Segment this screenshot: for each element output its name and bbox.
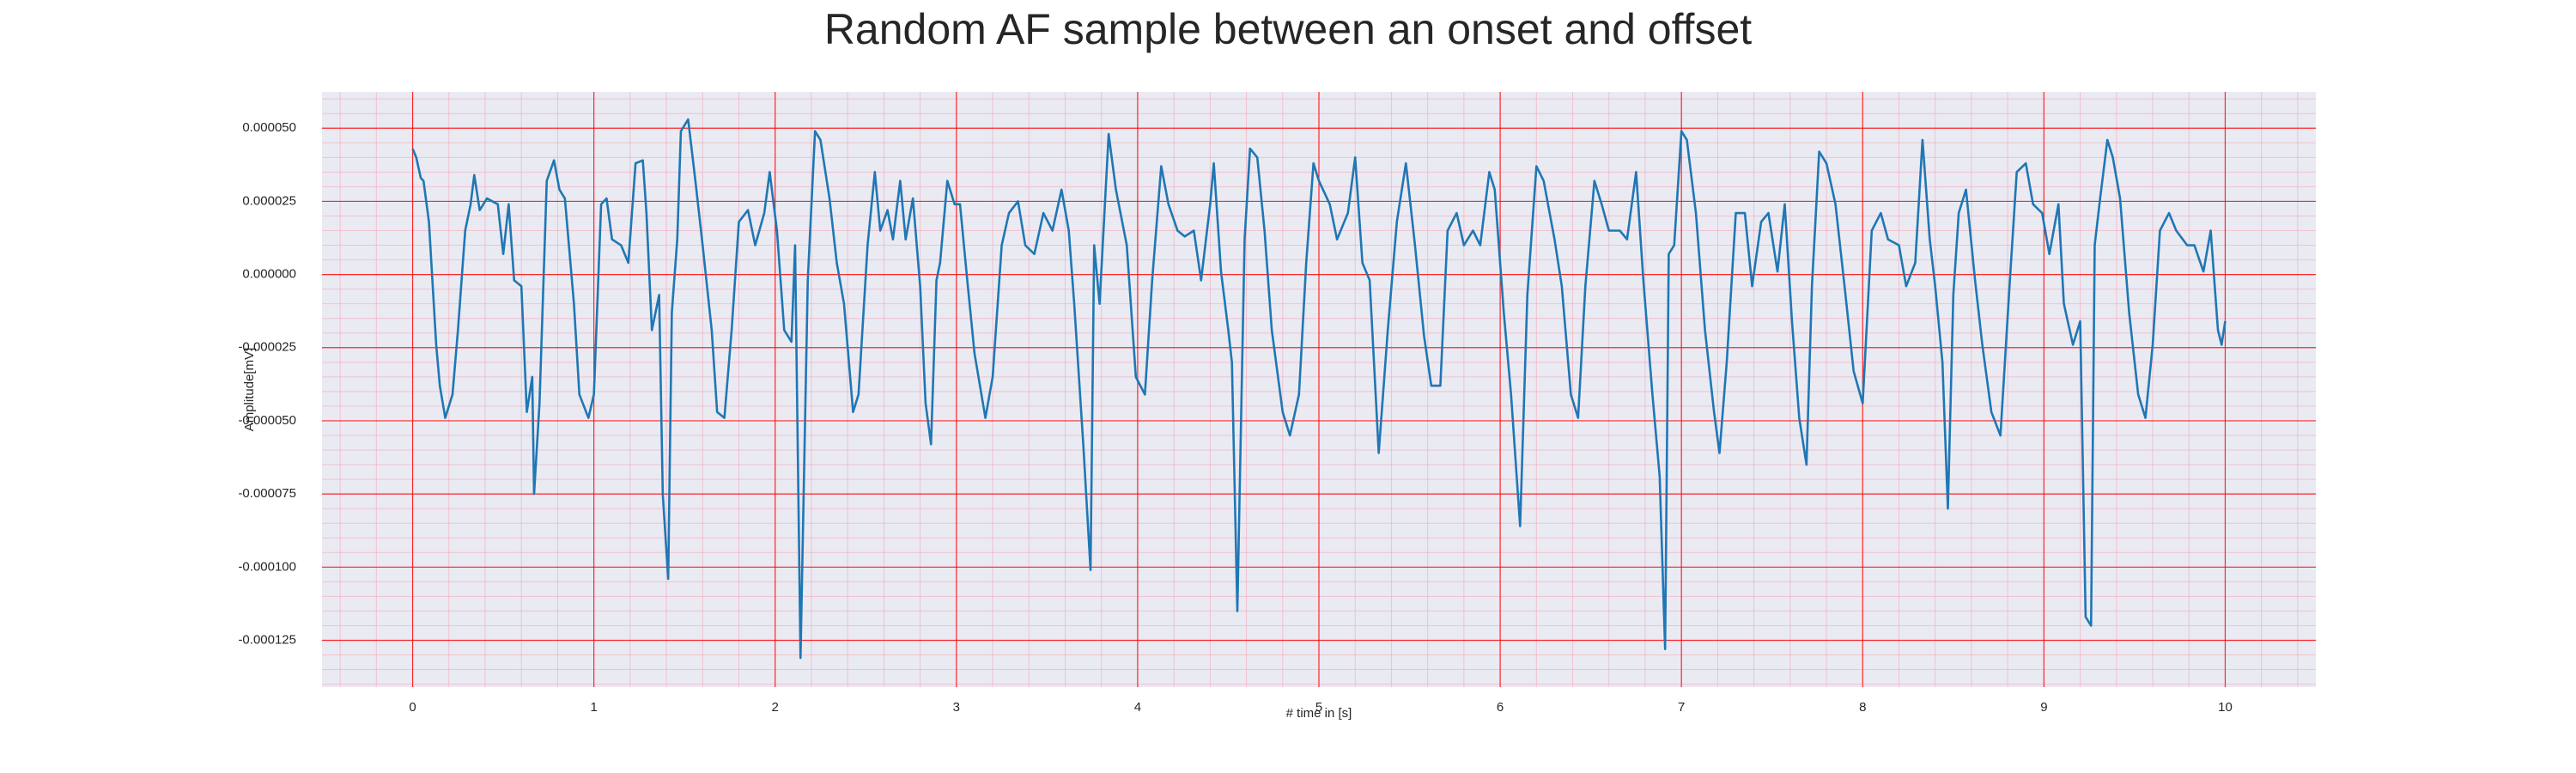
y-tick-label: -0.000125 [238,632,296,647]
x-tick-label: 1 [590,700,597,715]
y-tick-label: 0.000025 [242,193,296,208]
y-tick-label: -0.000075 [238,486,296,501]
y-tick-label: -0.000050 [238,413,296,428]
x-axis-label: # time in [s] [1286,706,1352,721]
y-tick-label: 0.000000 [242,267,296,282]
y-axis-label: Amplitude[mV] [242,348,257,432]
y-tick-label: -0.000025 [238,340,296,355]
y-tick-label: 0.000050 [242,120,296,135]
x-tick-label: 4 [1134,700,1141,715]
x-tick-label: 9 [2040,700,2047,715]
x-tick-label: 7 [1678,700,1685,715]
x-tick-label: 5 [1315,700,1322,715]
x-tick-label: 8 [1859,700,1866,715]
x-tick-label: 6 [1497,700,1504,715]
y-tick-label: -0.000100 [238,559,296,574]
x-tick-label: 10 [2218,700,2233,715]
x-tick-label: 0 [409,700,416,715]
x-tick-label: 3 [953,700,960,715]
chart-title: Random AF sample between an onset and of… [824,5,1752,53]
signal-line [411,118,2227,660]
x-tick-label: 2 [772,700,779,715]
